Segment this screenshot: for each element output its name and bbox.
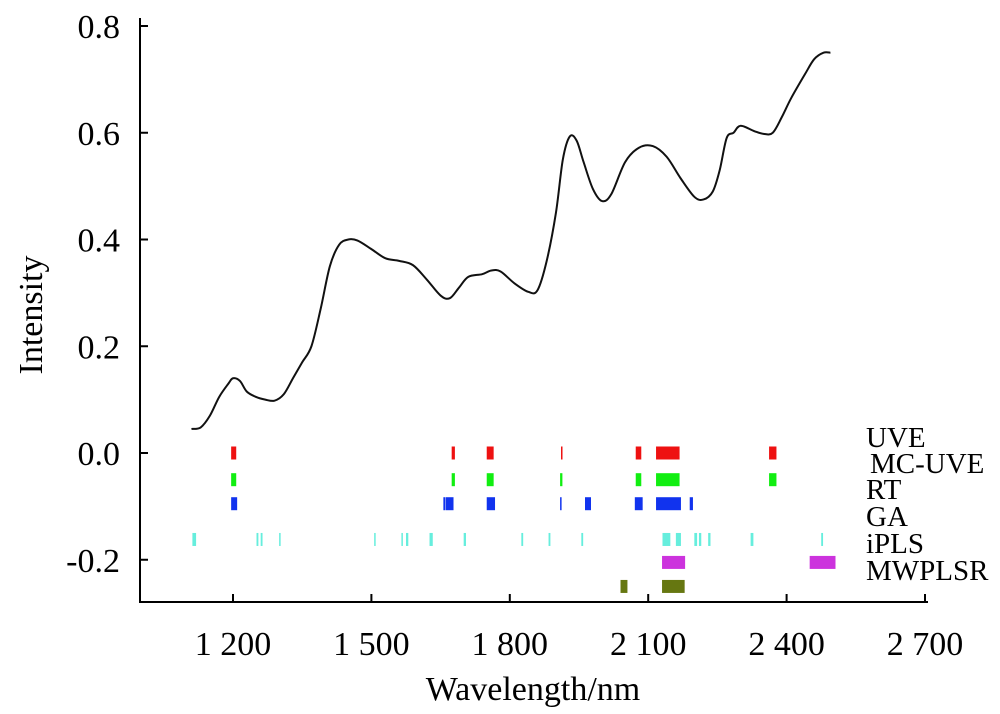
- selected-interval-bar: [708, 532, 711, 546]
- y-axis-ticks: 0.8 0.6 0.4 0.2 0.0 -0.2: [66, 9, 148, 580]
- variable-selection-bars: [192, 446, 836, 593]
- selected-interval-bar: [231, 497, 238, 511]
- axis-frame: [139, 18, 928, 603]
- selected-interval-bar: [675, 532, 681, 546]
- selected-interval-bar: [374, 532, 376, 546]
- y-tick-label: 0.2: [78, 329, 121, 366]
- selected-interval-bar: [635, 473, 642, 487]
- selection-row-uve: [231, 446, 777, 460]
- selected-interval-bar: [521, 532, 524, 546]
- selection-row-ipls: [662, 555, 836, 569]
- x-tick-label: 1 500: [333, 626, 410, 663]
- selected-interval-bar: [750, 532, 754, 546]
- selected-interval-bar: [662, 579, 685, 593]
- selected-interval-bar: [443, 497, 446, 511]
- selected-interval-bar: [662, 532, 671, 546]
- selected-interval-bar: [486, 497, 496, 511]
- spectrum-line-layer: [191, 51, 831, 430]
- selected-interval-bar: [620, 579, 628, 593]
- axes: [139, 18, 928, 603]
- x-axis-title: Wavelength/nm: [426, 671, 640, 708]
- selected-interval-bar: [560, 473, 563, 487]
- x-tick-label: 2 100: [610, 626, 687, 663]
- selected-interval-bar: [656, 473, 680, 487]
- selected-interval-bar: [486, 446, 494, 460]
- legend-label: MWPLSR: [866, 555, 989, 587]
- legend-label: UVE: [866, 422, 926, 454]
- selected-interval-bar: [821, 532, 824, 546]
- x-tick-label: 1 800: [472, 626, 549, 663]
- y-axis-title: Intensity: [13, 256, 50, 375]
- selected-interval-bar: [634, 497, 643, 511]
- selected-interval-bar: [486, 473, 494, 487]
- selected-interval-bar: [451, 473, 455, 487]
- selected-interval-bar: [769, 446, 777, 460]
- x-axis-ticks: 1 200 1 500 1 800 2 100 2 400 2 700: [195, 594, 964, 663]
- selection-row-mwplsr: [620, 579, 685, 593]
- selection-row-mc-uve: [231, 473, 777, 487]
- x-tick-label: 2 400: [748, 626, 825, 663]
- selected-interval-bar: [256, 532, 259, 546]
- y-tick-label: -0.2: [66, 543, 120, 580]
- x-tick-label: 1 200: [195, 626, 272, 663]
- selection-row-ga: [192, 532, 824, 546]
- selected-interval-bar: [406, 532, 409, 546]
- selected-interval-bar: [279, 532, 281, 546]
- selection-row-rt: [231, 497, 693, 511]
- legend-label: RT: [866, 474, 902, 506]
- selected-interval-bar: [698, 532, 702, 546]
- selected-interval-bar: [581, 532, 584, 546]
- y-tick-label: 0.6: [78, 116, 121, 153]
- selected-interval-bar: [260, 532, 263, 546]
- selected-interval-bar: [689, 497, 693, 511]
- legend-label: iPLS: [866, 528, 924, 560]
- selected-interval-bar: [429, 532, 433, 546]
- selected-interval-bar: [401, 532, 403, 546]
- selected-interval-bar: [656, 446, 680, 460]
- selected-interval-bar: [635, 446, 642, 460]
- selected-interval-bar: [231, 446, 237, 460]
- selected-interval-bar: [560, 497, 562, 511]
- y-tick-label: 0.0: [78, 436, 121, 473]
- x-tick-label: 2 700: [887, 626, 964, 663]
- selected-interval-bar: [548, 532, 551, 546]
- selected-interval-bar: [656, 497, 681, 511]
- y-tick-label: 0.4: [78, 223, 121, 260]
- selected-interval-bar: [231, 473, 237, 487]
- selected-interval-bar: [561, 446, 563, 460]
- selected-interval-bar: [769, 473, 777, 487]
- y-tick-label: 0.8: [78, 9, 121, 46]
- selected-interval-bar: [694, 532, 698, 546]
- selected-interval-bar: [585, 497, 591, 511]
- spectrum-line: [191, 51, 831, 430]
- legend-label: MC-UVE: [870, 448, 984, 480]
- legend-label: GA: [866, 501, 908, 533]
- selected-interval-bar: [662, 555, 686, 569]
- selected-interval-bar: [445, 497, 454, 511]
- selected-interval-bar: [192, 532, 197, 546]
- selected-interval-bar: [451, 446, 455, 460]
- selected-interval-bar: [809, 555, 836, 569]
- selected-interval-bar: [463, 532, 466, 546]
